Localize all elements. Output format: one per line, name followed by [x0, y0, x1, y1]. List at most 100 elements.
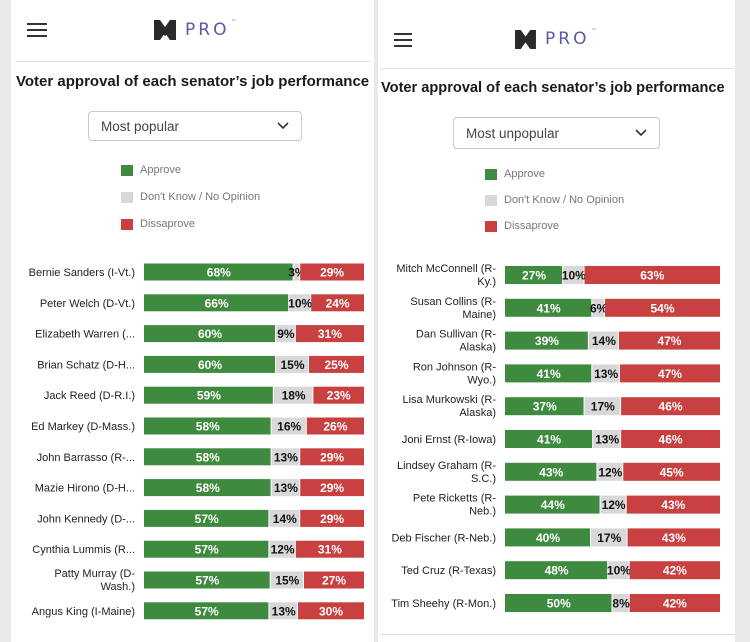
left-panel: PRO ™ Voter approval of each senator’s jo… [11, 0, 374, 642]
data-label-approve: 60% [198, 358, 222, 372]
data-label-dont-know: 13% [274, 481, 298, 495]
bar-segment-dont-know [592, 364, 619, 383]
logo-text: PRO ™ [185, 19, 237, 40]
data-label-disapprove: 63% [640, 269, 664, 283]
bar-row: Mazie Hirono (D-H... 58% 13% 29% [35, 479, 364, 497]
data-label-disapprove: 42% [663, 564, 687, 578]
bar-segment-dont-know [588, 331, 618, 350]
bar-segment-dont-know [270, 571, 303, 589]
category-label: Patty Murray (D-Wash.) [54, 568, 135, 593]
bar-segment-dont-know [269, 602, 297, 620]
trademark-mark: ™ [231, 19, 237, 25]
category-label: Pete Ricketts (R-Neb.) [413, 493, 496, 518]
legend-label: Dissaprove [140, 218, 196, 230]
bar-segment-approve [144, 509, 269, 527]
chevron-down-icon [277, 122, 289, 130]
sort-select-value: Most popular [101, 118, 180, 134]
bar-row: Brian Schatz (D-H... 60% 15% 25% [37, 355, 364, 373]
data-label-dont-know: 14% [592, 334, 616, 348]
bar-segment-dont-know [289, 294, 311, 312]
data-label-dont-know: 9% [277, 327, 295, 341]
bar-segment-approve [505, 528, 590, 547]
bar-segment-dont-know [271, 448, 300, 466]
bar-segment-disapprove [621, 397, 720, 416]
data-label-approve: 68% [207, 266, 231, 280]
data-label-disapprove: 42% [663, 597, 687, 611]
data-label-approve: 57% [195, 512, 219, 526]
bar-row: John Kennedy (D-... 57% 14% 29% [37, 509, 364, 527]
bar-row: Cynthia Lummis (R... 57% 12% 31% [32, 540, 364, 558]
data-label-disapprove: 25% [324, 358, 348, 372]
bar-segment-disapprove [309, 355, 364, 373]
hamburger-menu-icon[interactable] [27, 23, 47, 37]
data-label-approve: 50% [547, 597, 571, 611]
data-label-dont-know: 12% [271, 543, 295, 557]
bar-segment-disapprove [619, 364, 720, 383]
legend-swatch-disapprove [121, 218, 133, 230]
data-label-disapprove: 30% [319, 604, 343, 618]
bar-segment-approve [144, 571, 270, 589]
legend-disapprove: Dissaprove [121, 218, 195, 230]
data-label-dont-know: 15% [280, 358, 304, 372]
category-label: Jack Reed (D-R.I.) [44, 390, 135, 402]
bar-segment-approve [505, 298, 592, 317]
data-label-disapprove: 54% [651, 301, 675, 315]
category-label: Elizabeth Warren (... [35, 329, 135, 341]
data-label-dont-know: 10% [607, 564, 631, 578]
data-label-disapprove: 29% [320, 450, 344, 464]
bar-row: Angus King (I-Maine) 57% 13% 30% [32, 602, 364, 620]
bar-segment-disapprove [300, 448, 364, 466]
data-label-disapprove: 29% [320, 512, 344, 526]
bar-segment-disapprove [621, 430, 720, 448]
bar-segment-approve [144, 386, 273, 404]
legend-swatch-dont-know [485, 194, 497, 206]
data-label-disapprove: 46% [659, 400, 683, 414]
data-label-disapprove: 43% [662, 531, 686, 545]
hamburger-menu-icon[interactable] [394, 33, 412, 47]
header-divider [16, 61, 371, 62]
bar-segment-disapprove [627, 528, 720, 547]
category-label: Deb Fischer (R-Neb.) [391, 532, 496, 544]
bar-row: Dan Sullivan (R-Alaska) 39% 14% 47% [416, 329, 720, 354]
category-label: Lisa Murkowski (R-Alaska) [402, 394, 496, 419]
data-label-dont-know: 17% [591, 400, 615, 414]
bar-segment-dont-know [563, 266, 584, 284]
data-label-dont-know: 13% [272, 604, 296, 618]
bar-row: Ted Cruz (R-Texas) 48% 10% 42% [401, 561, 720, 580]
data-label-approve: 57% [195, 574, 219, 588]
data-label-approve: 43% [539, 465, 563, 479]
bar-segment-approve [144, 448, 271, 466]
data-label-dont-know: 13% [595, 433, 619, 447]
data-label-disapprove: 29% [320, 266, 344, 280]
bar-segment-disapprove [306, 417, 364, 435]
data-label-approve: 44% [541, 498, 565, 512]
data-label-disapprove: 31% [318, 327, 342, 341]
bar-segment-disapprove [626, 495, 720, 514]
bar-segment-dont-know [269, 509, 300, 527]
data-label-disapprove: 45% [660, 465, 684, 479]
bar-segment-approve [505, 364, 592, 383]
category-label: John Kennedy (D-... [37, 513, 135, 525]
data-label-disapprove: 47% [658, 367, 682, 381]
bar-segment-dont-know [273, 386, 313, 404]
bar-segment-approve [505, 397, 584, 416]
sort-select[interactable]: Most popular [88, 111, 302, 141]
data-label-approve: 60% [198, 327, 222, 341]
logo-text: PRO ™ [545, 28, 597, 49]
bar-segment-disapprove [629, 561, 720, 580]
legend-label: Don't Know / No Opinion [140, 191, 261, 203]
right-panel: PRO ™ Voter approval of each senator’s jo… [378, 0, 735, 642]
approval-chart-most-unpopular: Mitch McConnell (R-Ky.) 27% 10% 63% Susan Co… [391, 263, 720, 612]
data-label-approve: 58% [196, 420, 220, 434]
category-label: Peter Welch (D-Vt.) [40, 298, 135, 310]
bar-segment-approve [144, 325, 275, 343]
bar-segment-disapprove [618, 331, 720, 350]
category-label: Ron Johnson (R-Wyo.) [413, 361, 496, 386]
data-label-dont-know: 15% [275, 574, 299, 588]
data-label-approve: 59% [197, 389, 221, 403]
data-label-approve: 40% [536, 531, 560, 545]
category-label: Brian Schatz (D-H... [37, 359, 135, 371]
legend-disapprove: Dissaprove [485, 220, 559, 232]
sort-select[interactable]: Most unpopular [453, 117, 660, 149]
bar-segment-dont-know [584, 397, 621, 416]
